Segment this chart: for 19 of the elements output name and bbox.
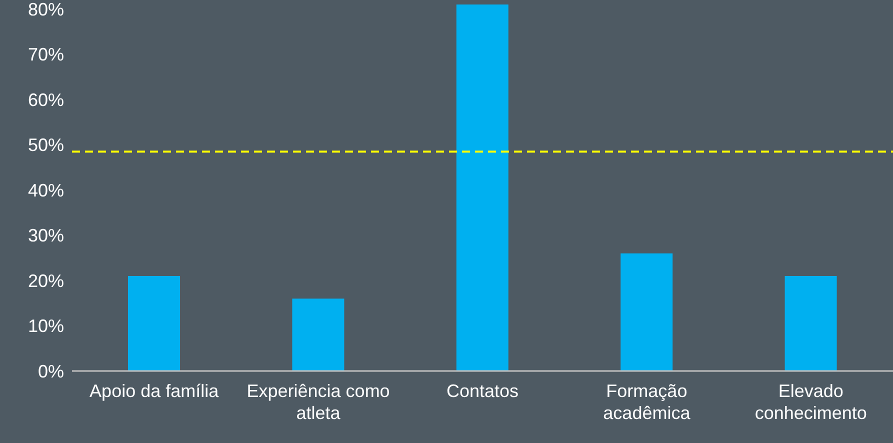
y-tick-label: 60% [28, 90, 64, 110]
y-tick-label: 30% [28, 226, 64, 246]
y-tick-label: 10% [28, 316, 64, 336]
y-tick-label: 40% [28, 180, 64, 200]
bar [620, 253, 673, 371]
x-tick-label: Experiência como atleta [246, 381, 390, 423]
y-tick-label: 20% [28, 270, 64, 291]
bar [292, 298, 344, 371]
bar [128, 276, 180, 371]
x-tick-label: Formação acadêmica [603, 381, 692, 423]
bar [784, 276, 837, 371]
x-tick-label: Elevado conhecimento [754, 381, 867, 423]
y-tick-label: 50% [28, 135, 64, 156]
y-tick-label: 70% [28, 44, 64, 65]
y-tick-label: 0% [38, 361, 64, 382]
bar [456, 4, 508, 371]
y-tick-label: 80% [28, 0, 64, 20]
x-tick-label: Contatos [446, 381, 519, 401]
x-tick-label: Apoio da família [90, 381, 220, 401]
